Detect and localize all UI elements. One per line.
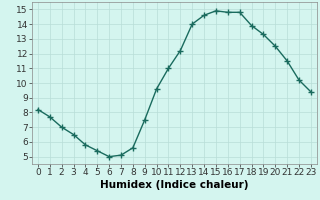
X-axis label: Humidex (Indice chaleur): Humidex (Indice chaleur) [100,180,249,190]
